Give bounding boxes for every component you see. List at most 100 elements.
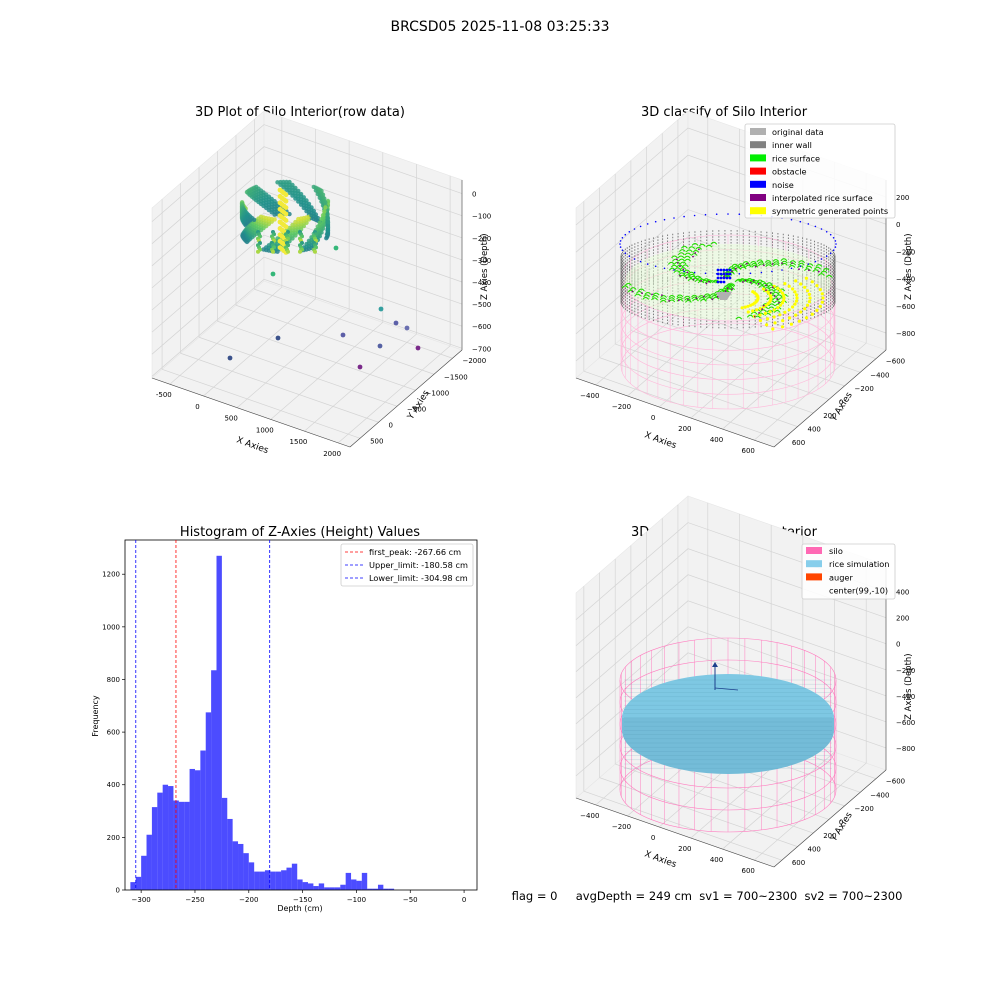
z-tick-label: 0 <box>472 191 476 199</box>
y-tick-label: −200 <box>855 805 874 813</box>
raw-data-point <box>325 220 331 225</box>
histogram-bar <box>200 750 206 890</box>
interpolated-point <box>677 299 680 302</box>
rice-surface-point <box>751 262 758 266</box>
rice-surface-point <box>728 287 735 291</box>
interpolated-point <box>762 304 765 307</box>
classify-legend-label: symmetric generated points <box>772 206 888 216</box>
noise-point <box>771 270 773 273</box>
raw-data-point <box>325 224 331 229</box>
symmetric-point <box>821 296 825 300</box>
interpolated-point <box>776 298 779 301</box>
noise-point <box>716 280 720 284</box>
raw-data-point <box>286 249 290 254</box>
symmetric-point <box>793 302 797 306</box>
rice-surface-point <box>825 274 833 278</box>
classify-legend-swatch <box>750 154 766 162</box>
noise-point <box>790 218 793 221</box>
x-tick-label: −400 <box>580 812 599 820</box>
raw-data-point <box>325 216 331 221</box>
symmetric-point <box>789 322 794 326</box>
symmetric-point <box>772 308 776 312</box>
rice-surface-point <box>728 283 736 287</box>
rice-surface-point <box>805 265 813 269</box>
interpolated-point <box>692 255 694 258</box>
histogram-bar <box>189 768 195 890</box>
z-tick-label: 0 <box>896 641 900 649</box>
noise-point <box>719 276 723 280</box>
raw-data-point <box>323 200 328 205</box>
x-gridline <box>337 345 451 444</box>
noise-point <box>663 267 666 270</box>
z-gridline <box>575 626 887 725</box>
interpolated-point <box>705 282 708 285</box>
x-axis-line <box>151 377 351 448</box>
simulation-3d-body <box>619 637 837 833</box>
rice-surface-point <box>780 262 788 266</box>
rice-surface-point <box>679 261 687 265</box>
rice-surface-point <box>705 244 713 248</box>
raw-z-axis-label: Z Axies (Depth) <box>480 233 490 300</box>
noise-point <box>799 265 802 268</box>
silo-wire-ring <box>620 322 836 410</box>
y-tick-label: 0 <box>389 421 393 429</box>
x-gridline <box>753 342 867 441</box>
y-tick-label: −2000 <box>462 357 486 365</box>
raw-data-point <box>287 211 292 217</box>
raw-outlier-point <box>227 355 233 361</box>
noise-point <box>693 214 696 217</box>
raw-data-point <box>325 212 330 217</box>
noise-point <box>825 255 828 257</box>
histogram-bar <box>324 887 330 890</box>
raw-outlier-point <box>275 335 281 341</box>
histogram-bar <box>377 884 384 890</box>
panel-histogram: Histogram of Z-Axies (Height) Values −30… <box>91 525 478 913</box>
noise-point <box>683 270 685 273</box>
symmetric-point <box>755 308 759 312</box>
rice-surface-point <box>772 259 780 262</box>
noise-point <box>738 273 741 275</box>
noise-point <box>799 220 802 223</box>
symmetric-point <box>778 289 783 293</box>
rice-surface-point <box>750 261 757 264</box>
interpolated-point <box>765 284 767 287</box>
x-tick-label: 0 <box>195 403 199 411</box>
raw-data-point <box>306 201 312 207</box>
interpolated-point <box>798 268 800 271</box>
rice-surface-point <box>691 243 699 246</box>
hist-legend-label: Lower_limit: -304.98 cm <box>369 573 468 583</box>
symmetric-point <box>778 303 783 307</box>
noise-point <box>719 272 723 276</box>
symmetric-point <box>794 279 798 283</box>
histogram-bar <box>302 882 308 890</box>
simulation-legend: silo rice simulation auger center(99,-10) <box>801 543 896 600</box>
raw-data-point <box>319 188 324 194</box>
x-gridline <box>658 309 772 408</box>
y-axis-line <box>349 349 463 448</box>
symmetric-point <box>763 311 768 315</box>
panel-simulation-3d: 3D simulation of Silo Interior −400−2000… <box>512 495 915 903</box>
interpolated-point <box>687 298 689 301</box>
interpolated-point <box>753 315 756 318</box>
simulation-status-text: flag = 0 avgDepth = 249 cm sv1 = 700~230… <box>512 889 903 903</box>
rice-surface-point <box>695 246 702 250</box>
rice-surface-point <box>815 264 823 267</box>
noise-point <box>646 263 649 265</box>
histogram-bar <box>211 670 217 890</box>
interpolated-point <box>703 295 705 298</box>
symmetric-point <box>749 303 753 307</box>
hist-y-tick-label: 800 <box>107 676 120 684</box>
interpolated-point <box>808 269 810 272</box>
interpolated-point <box>679 265 681 268</box>
interpolated-point <box>739 265 742 267</box>
hist-x-tick-label: 0 <box>462 896 466 904</box>
symmetric-point <box>780 291 785 295</box>
noise-point <box>834 246 837 248</box>
raw-data-point <box>320 192 326 197</box>
histogram-bar <box>162 784 169 890</box>
y-tick-label: −400 <box>870 371 889 379</box>
rice-surface-point <box>676 298 684 302</box>
x-tick-label: 500 <box>224 415 237 423</box>
classify-legend-swatch <box>750 141 766 149</box>
histogram-bar <box>329 887 335 890</box>
